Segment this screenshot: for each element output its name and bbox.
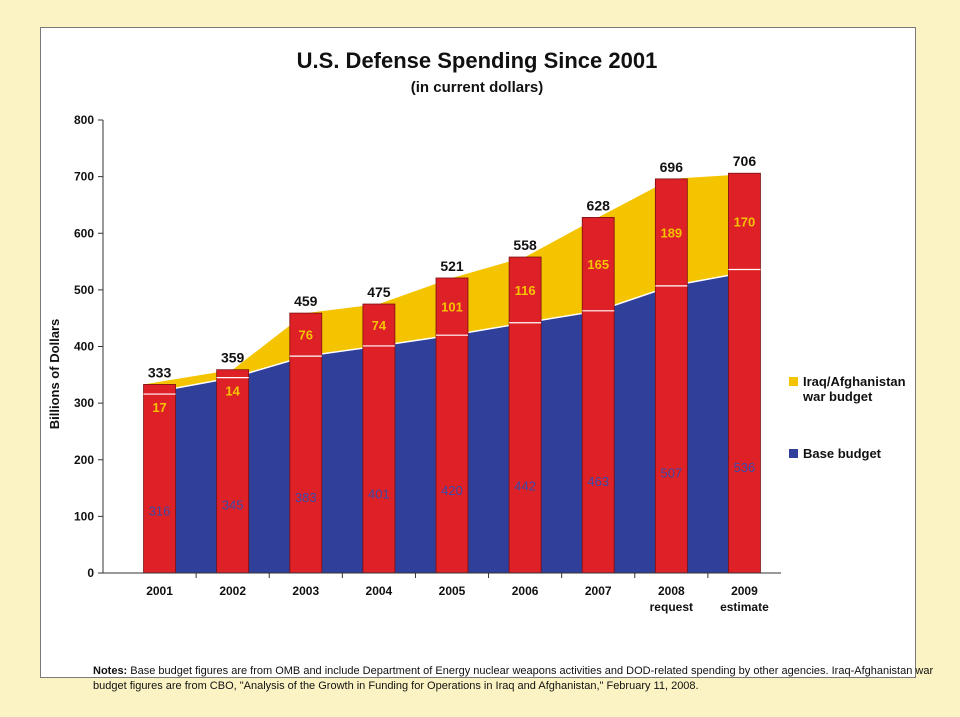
bar — [143, 384, 176, 574]
legend-label: Base budget — [803, 446, 882, 461]
war-value-label: 116 — [515, 283, 536, 298]
bar — [508, 256, 542, 574]
bar-total-label: 628 — [587, 197, 611, 213]
notes-label: Notes: — [93, 665, 128, 677]
war-value-label: 101 — [441, 300, 463, 315]
y-tick-label: 0 — [87, 566, 94, 580]
base-value-label: 401 — [368, 487, 390, 502]
x-tick-label: 2008 — [658, 584, 685, 598]
base-value-label: 507 — [660, 466, 682, 481]
bar-total-label: 475 — [367, 284, 391, 300]
legend-label: Iraq/Afghanistan — [803, 374, 906, 389]
x-tick-label: 2004 — [366, 584, 393, 598]
legend-label: war budget — [802, 389, 873, 404]
bar — [728, 172, 761, 574]
x-tick-label: 2006 — [512, 584, 539, 598]
base-value-label: 536 — [734, 460, 756, 475]
bar-total-label: 558 — [513, 237, 537, 253]
y-tick-label: 300 — [74, 396, 94, 410]
axes-layer: 2001 2002 2003 2004 2005 2006 2007 2008 request 2… — [74, 113, 781, 614]
base-value-label: 345 — [222, 498, 244, 513]
x-tick-label: 2002 — [219, 584, 246, 598]
chart-notes: Notes: Base budget figures are from OMB … — [93, 664, 943, 694]
x-tick-label: 2005 — [439, 584, 466, 598]
bar-total-label: 333 — [148, 364, 172, 380]
bar-total-label: 359 — [221, 350, 245, 366]
bar-total-label: 706 — [733, 153, 757, 169]
y-tick-label: 500 — [74, 283, 94, 297]
war-value-label: 17 — [152, 400, 166, 415]
base-value-label: 420 — [441, 483, 463, 498]
y-tick-label: 400 — [74, 340, 94, 354]
bar — [216, 369, 250, 574]
x-tick-label: 2001 — [146, 584, 173, 598]
bar — [435, 277, 469, 574]
y-axis-title: Billions of Dollars — [47, 319, 62, 430]
bar — [654, 178, 688, 574]
y-tick-label: 200 — [74, 453, 94, 467]
y-tick-label: 700 — [74, 170, 94, 184]
bar — [581, 216, 615, 574]
bar — [362, 303, 396, 574]
base-value-label: 316 — [149, 503, 171, 518]
chart-subtitle: (in current dollars) — [411, 79, 544, 96]
war-value-label: 170 — [734, 214, 756, 229]
war-value-label: 165 — [587, 257, 609, 272]
war-value-label: 14 — [225, 384, 240, 399]
bar-total-label: 459 — [294, 293, 318, 309]
bar-layer: 333 17 316 359 14 345 459 76 383 475 74 401 521 101 42… — [143, 153, 761, 574]
chart-canvas: U.S. Defense Spending Since 2001 (in cur… — [47, 48, 906, 614]
x-tick-label: 2007 — [585, 584, 612, 598]
bar — [289, 312, 323, 574]
chart-frame: U.S. Defense Spending Since 2001 (in cur… — [40, 27, 933, 692]
x-tick-sublabel: request — [650, 600, 693, 614]
base-value-label: 463 — [587, 474, 609, 489]
x-tick-sublabel: estimate — [720, 600, 769, 614]
x-tick-label: 2009 — [731, 584, 758, 598]
war-value-label: 74 — [372, 318, 387, 333]
legend-swatch-war — [789, 377, 798, 386]
bar-total-label: 696 — [660, 159, 684, 175]
y-tick-label: 600 — [74, 226, 94, 240]
war-value-label: 76 — [299, 328, 313, 343]
chart-title: U.S. Defense Spending Since 2001 — [297, 48, 658, 73]
x-tick-label: 2003 — [292, 584, 319, 598]
y-tick-label: 800 — [74, 113, 94, 127]
base-value-label: 383 — [295, 490, 317, 505]
bar-total-label: 521 — [440, 258, 464, 274]
y-tick-label: 100 — [74, 509, 94, 523]
war-value-label: 189 — [660, 225, 682, 240]
base-value-label: 442 — [514, 478, 536, 493]
notes-text: Base budget figures are from OMB and inc… — [93, 665, 934, 692]
legend-swatch-base — [789, 449, 798, 458]
